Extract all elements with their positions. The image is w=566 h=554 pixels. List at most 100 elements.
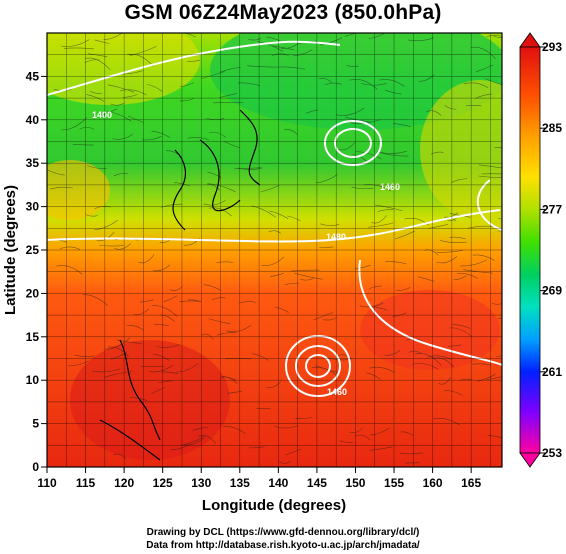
streamline xyxy=(178,300,201,303)
streamline xyxy=(126,325,144,331)
streamline xyxy=(179,97,195,102)
streamline xyxy=(93,219,118,231)
y-tick-label: 15 xyxy=(26,330,40,344)
streamline xyxy=(94,39,110,44)
streamline xyxy=(369,366,395,373)
streamline xyxy=(182,437,205,446)
streamline xyxy=(484,78,502,86)
streamline xyxy=(348,428,363,433)
streamline xyxy=(368,222,394,228)
credit-line: Drawing by DCL (https://www.gfd-dennou.o… xyxy=(146,527,420,538)
streamline xyxy=(407,37,434,42)
streamline xyxy=(211,297,226,301)
streamline xyxy=(292,49,313,57)
streamline xyxy=(247,65,277,68)
colorbar-tick-label: 253 xyxy=(542,446,562,460)
streamline xyxy=(400,431,414,436)
x-tick-label: 130 xyxy=(191,476,211,490)
x-tick-label: 165 xyxy=(461,476,481,490)
streamline xyxy=(438,377,451,385)
x-tick-label: 160 xyxy=(423,476,443,490)
streamline xyxy=(319,246,334,248)
streamline xyxy=(320,223,340,226)
streamline xyxy=(497,317,502,320)
streamline xyxy=(355,151,382,160)
streamline xyxy=(226,390,243,394)
streamline xyxy=(151,130,171,138)
streamline xyxy=(149,364,174,373)
streamline xyxy=(472,254,495,261)
streamline xyxy=(152,264,171,272)
colorbar-tick-label: 277 xyxy=(542,202,562,216)
streamline xyxy=(137,254,155,264)
streamline xyxy=(47,169,65,176)
streamline xyxy=(294,272,323,280)
streamline xyxy=(113,173,128,177)
streamline xyxy=(449,327,473,338)
streamline xyxy=(392,123,411,128)
streamline xyxy=(50,186,73,190)
streamline xyxy=(396,287,411,291)
streamline xyxy=(207,183,236,193)
streamline xyxy=(151,305,178,317)
y-tick-label: 20 xyxy=(26,286,40,300)
streamline xyxy=(448,344,462,347)
x-tick-label: 110 xyxy=(37,476,57,490)
streamline xyxy=(223,141,241,149)
streamline xyxy=(87,53,108,58)
x-tick-label: 140 xyxy=(268,476,288,490)
y-tick-label: 35 xyxy=(26,156,40,170)
streamline xyxy=(270,272,284,277)
y-tick-label: 10 xyxy=(26,373,40,387)
streamline xyxy=(394,230,415,240)
streamline xyxy=(112,133,134,140)
y-tick-label: 25 xyxy=(26,243,40,257)
streamline xyxy=(212,102,243,104)
streamline xyxy=(478,175,502,178)
streamline xyxy=(324,82,342,85)
y-tick-label: 45 xyxy=(26,69,40,83)
streamline xyxy=(208,318,231,324)
streamline xyxy=(99,245,124,247)
streamline xyxy=(320,37,343,46)
streamline xyxy=(272,45,294,51)
streamline xyxy=(496,355,502,358)
streamline xyxy=(266,36,281,42)
streamline xyxy=(103,33,123,40)
streamline xyxy=(277,66,306,70)
streamline xyxy=(385,89,402,95)
streamline xyxy=(443,390,463,396)
streamline xyxy=(269,210,289,220)
streamline xyxy=(385,261,407,265)
streamline xyxy=(219,67,241,73)
streamline xyxy=(153,324,169,326)
streamline xyxy=(477,374,496,382)
streamline xyxy=(260,184,280,192)
streamline xyxy=(226,325,251,333)
streamline xyxy=(284,129,298,135)
streamline xyxy=(415,353,442,366)
streamline xyxy=(203,200,226,206)
streamline xyxy=(139,299,154,303)
streamline xyxy=(486,35,502,37)
height-contours xyxy=(47,40,502,397)
streamline xyxy=(471,363,492,366)
streamline xyxy=(266,381,281,389)
streamline xyxy=(72,144,94,146)
streamline xyxy=(452,324,471,329)
colorbar-bar xyxy=(519,46,541,454)
streamline xyxy=(354,265,371,270)
streamline xyxy=(147,84,163,92)
colorbar-top-arrow xyxy=(519,32,541,48)
streamline xyxy=(142,136,162,141)
streamline xyxy=(284,282,300,286)
streamline xyxy=(284,448,302,456)
streamline xyxy=(79,127,95,130)
y-axis: 0 5 10 15 20 25 30 35 40 45 xyxy=(26,69,47,474)
streamline xyxy=(249,446,265,449)
streamline xyxy=(119,89,147,96)
y-tick-label: 0 xyxy=(32,460,39,474)
streamline xyxy=(501,38,502,40)
streamline xyxy=(201,333,214,340)
